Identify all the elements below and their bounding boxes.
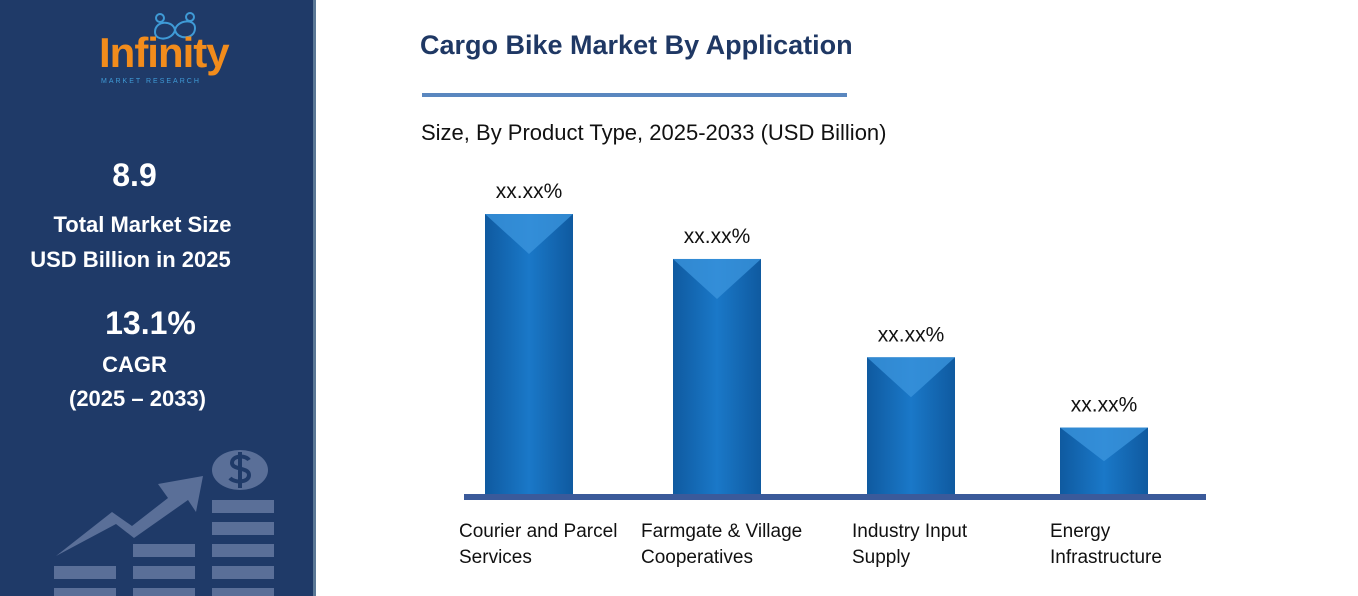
bar-bevel xyxy=(867,357,955,398)
market-size-value: 8.9 xyxy=(112,157,157,193)
bar-bevel xyxy=(1060,427,1148,462)
x-tick-label: Courier and Parcel Services xyxy=(459,519,617,571)
x-axis xyxy=(464,494,1206,500)
chart-subtitle: Size, By Product Type, 2025-2033 (USD Bi… xyxy=(421,120,887,145)
data-label: xx.xx% xyxy=(1071,394,1138,417)
logo-tagline: MARKET RESEARCH xyxy=(101,78,201,85)
data-label: xx.xx% xyxy=(496,180,563,203)
chart-title: Cargo Bike Market By Application xyxy=(420,30,853,60)
market-size-year-label: USD Billion in 2025 xyxy=(30,247,231,272)
x-tick-label-line: Infrastructure xyxy=(1050,547,1162,568)
market-size-label: Total Market Size xyxy=(53,212,232,237)
bar-bevel xyxy=(485,214,573,254)
infinity-people-icon xyxy=(153,12,197,40)
x-tick-label-line: Energy xyxy=(1050,521,1111,542)
cagr-value: 13.1% xyxy=(105,305,196,341)
x-tick-label-line: Cooperatives xyxy=(641,547,753,568)
x-tick-label: Farmgate & Village Cooperatives xyxy=(641,519,802,571)
bar-bevel xyxy=(673,258,761,299)
data-label: xx.xx% xyxy=(684,225,751,248)
x-tick-label-line: Farmgate & Village xyxy=(641,521,803,542)
bar-body xyxy=(485,214,573,495)
bar-3 xyxy=(867,357,955,495)
logo-text: Infinity xyxy=(99,29,230,76)
title-underline xyxy=(422,93,847,97)
bar-1 xyxy=(485,214,573,495)
sidebar: Infinity MARKET RESEARCH 8.9 Total Marke… xyxy=(0,0,313,596)
growth-chart-dollar-icon xyxy=(54,450,274,596)
cagr-period: (2025 – 2033) xyxy=(69,386,206,411)
x-tick-label-line: Supply xyxy=(852,547,911,568)
sidebar-divider xyxy=(313,0,316,596)
dollar-sign-icon xyxy=(228,452,252,488)
bar-4 xyxy=(1060,427,1148,495)
x-tick-label-line: Services xyxy=(459,547,532,568)
cagr-label: CAGR xyxy=(102,352,167,377)
x-tick-label-line: Courier and Parcel xyxy=(459,521,618,542)
x-tick-label-line: Industry Input xyxy=(852,521,968,542)
data-label: xx.xx% xyxy=(878,323,945,346)
logo: Infinity MARKET RESEARCH xyxy=(95,12,235,88)
x-tick-label: Energy Infrastructure xyxy=(1050,519,1162,571)
bar-2 xyxy=(673,258,761,495)
x-tick-label: Industry Input Supply xyxy=(852,519,967,571)
